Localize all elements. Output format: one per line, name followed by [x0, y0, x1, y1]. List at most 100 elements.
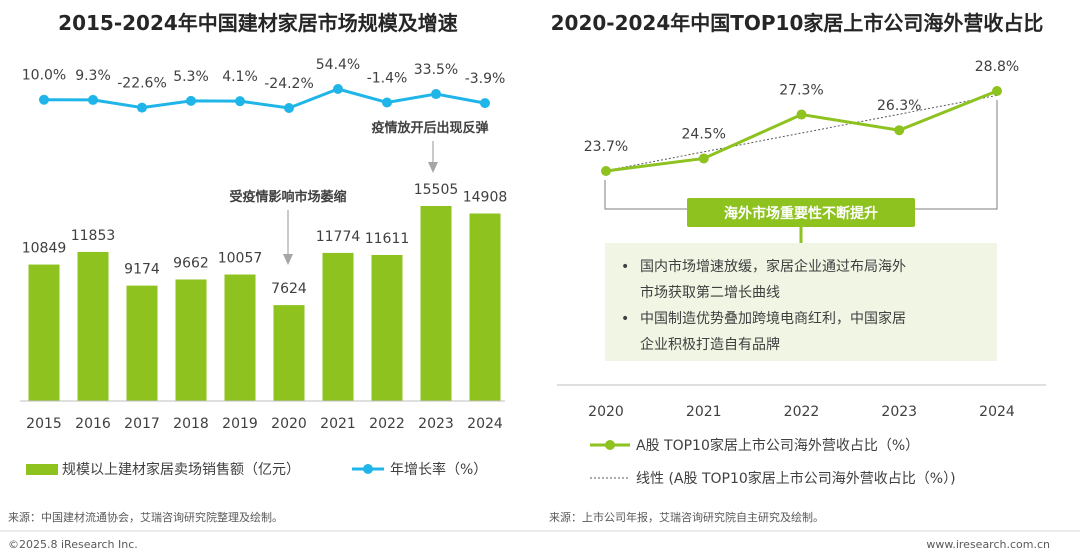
- bar-value-label-2022: 11611: [365, 231, 410, 247]
- bar-2023: [420, 206, 452, 401]
- share-label-2024: 28.8%: [975, 59, 1019, 75]
- left-legend: 规模以上建材家居卖场销售额（亿元） 年增长率（%）: [26, 461, 487, 478]
- bar-2020: [273, 305, 305, 401]
- bar-value-label-2016: 11853: [71, 228, 116, 244]
- bar-value-label-2017: 9174: [124, 262, 160, 278]
- right-x-tick-labels: 2020 2021 2022 2023 2024: [588, 404, 1015, 420]
- bar-2024: [469, 213, 501, 401]
- growth-label-2022: -1.4%: [367, 70, 408, 86]
- growth-point-2015: [39, 94, 49, 105]
- growth-point-2019: [235, 96, 245, 107]
- left-source: 来源：中国建材流通协会，艾瑞咨询研究院整理及绘制。: [8, 510, 283, 524]
- footer-copyright: ©2025.8 iResearch Inc.: [8, 538, 138, 551]
- callout-bullet-2: • 中国制造优势叠加跨境电商红利，中国家居 企业积极打造自有品牌: [621, 310, 906, 353]
- svg-text:•: •: [621, 259, 629, 275]
- legend-line-marker: [363, 464, 373, 474]
- growth-label-2016: 9.3%: [75, 68, 111, 84]
- growth-point-2016: [88, 94, 98, 105]
- growth-point-2017: [137, 102, 147, 113]
- x-tick-right-2022: 2022: [784, 404, 820, 420]
- growth-label-2020: -24.2%: [264, 76, 314, 92]
- growth-label-2024: -3.9%: [465, 71, 506, 87]
- growth-label-2019: 4.1%: [222, 69, 258, 85]
- share-point-2023: [894, 125, 905, 136]
- bar-value-label-2021: 11774: [316, 229, 361, 245]
- left-chart: 2015-2024年中国建材家居市场规模及增速 10.0% 9.3% -22.6% 5…: [8, 11, 507, 524]
- x-tick-2024: 2024: [467, 416, 503, 432]
- growth-line: [43, 87, 486, 110]
- bullet-1-line-2: 市场获取第二增长曲线: [640, 284, 780, 301]
- bar-value-label-2019: 10057: [218, 251, 263, 267]
- x-tick-right-2024: 2024: [979, 404, 1015, 420]
- growth-label-2015: 10.0%: [22, 68, 66, 84]
- bullet-2-line-2: 企业积极打造自有品牌: [640, 336, 780, 353]
- right-source: 来源：上市公司年报，艾瑞咨询研究院自主研究及绘制。: [549, 510, 824, 524]
- left-x-tick-labels: 2015 2016 2017 2018 2019 2020 2021 2022 2023 2024: [26, 416, 503, 432]
- annotation-market-shrink: 受疫情影响市场萎缩: [229, 189, 346, 205]
- bar-2018: [175, 279, 207, 401]
- growth-point-2021: [333, 84, 343, 94]
- left-chart-title: 2015-2024年中国建材家居市场规模及增速: [58, 11, 458, 35]
- bullet-2-line-1: 中国制造优势叠加跨境电商红利，中国家居: [640, 310, 906, 327]
- right-legend: A股 TOP10家居上市公司海外营收占比（%） 线性 (A股 TOP10家居上市…: [590, 437, 956, 487]
- legend-share-marker: [605, 440, 615, 450]
- growth-label-2021: 54.4%: [316, 57, 360, 73]
- x-tick-2019: 2019: [222, 416, 258, 432]
- growth-point-2018: [186, 95, 196, 106]
- callout-badge: [687, 198, 915, 227]
- share-point-2024: [992, 86, 1002, 96]
- footer-site: www.iresearch.com.cn: [926, 538, 1050, 551]
- growth-label-2017: -22.6%: [117, 76, 167, 92]
- x-tick-2022: 2022: [369, 416, 405, 432]
- share-point-2020: [601, 166, 611, 176]
- bar-2017: [126, 285, 158, 401]
- growth-point-2020: [284, 103, 294, 113]
- legend-trend-label: 线性 (A股 TOP10家居上市公司海外营收占比（%）): [636, 470, 956, 487]
- bar-value-label-2018: 9662: [173, 255, 209, 271]
- bullet-1-line-1: 国内市场增速放缓，家居企业通过布局海外: [640, 258, 906, 275]
- share-line-group: 23.7% 24.5% 27.3% 26.3% 28.8%: [584, 59, 1019, 176]
- share-label-2020: 23.7%: [584, 139, 628, 155]
- growth-label-2018: 5.3%: [173, 69, 209, 85]
- share-label-2022: 27.3%: [779, 83, 823, 99]
- annotation-arrow-down-1: [283, 210, 293, 265]
- growth-label-2023: 33.5%: [414, 62, 458, 78]
- share-label-2021: 24.5%: [682, 126, 726, 142]
- bar-value-label-2015: 10849: [22, 241, 67, 257]
- bar-value-label-2023: 15505: [414, 182, 459, 198]
- x-tick-2023: 2023: [418, 416, 454, 432]
- share-label-2023: 26.3%: [877, 98, 921, 114]
- bar-2021: [322, 252, 354, 401]
- callout-badge-text: 海外市场重要性不断提升: [724, 205, 878, 222]
- share-point-2021: [698, 153, 709, 164]
- trend-line: [605, 94, 998, 172]
- growth-point-2024: [480, 98, 490, 109]
- bar-2022: [371, 254, 403, 401]
- x-tick-2016: 2016: [75, 416, 111, 432]
- growth-point-2023: [431, 89, 441, 100]
- right-chart: 2020-2024年中国TOP10家居上市公司海外营收占比 23.7% 24.5%…: [549, 11, 1046, 524]
- x-tick-2017: 2017: [124, 416, 160, 432]
- share-point-2022: [796, 109, 807, 120]
- bar-2015: [28, 264, 60, 401]
- svg-text:•: •: [621, 311, 629, 327]
- right-chart-title: 2020-2024年中国TOP10家居上市公司海外营收占比: [551, 11, 1044, 35]
- annotation-rebound: 疫情放开后出现反弹: [371, 120, 488, 136]
- annotation-arrow-down-2: [428, 141, 438, 173]
- legend-bar-label: 规模以上建材家居卖场销售额（亿元）: [62, 461, 300, 478]
- bar-value-label-2020: 7624: [271, 281, 307, 297]
- growth-point-2022: [382, 97, 392, 108]
- x-tick-2020: 2020: [271, 416, 307, 432]
- bar-value-label-2024: 14908: [463, 190, 508, 206]
- growth-line-group: 10.0% 9.3% -22.6% 5.3% 4.1% -24.2%54.4% -1.4% 3…: [22, 57, 506, 113]
- legend-line-label: 年增长率（%）: [390, 461, 487, 478]
- bar-2019: [224, 274, 256, 401]
- x-tick-right-2023: 2023: [881, 404, 917, 420]
- x-tick-2021: 2021: [320, 416, 356, 432]
- callout-bullet-1: • 国内市场增速放缓，家居企业通过布局海外 市场获取第二增长曲线: [621, 258, 906, 301]
- x-tick-right-2021: 2021: [686, 404, 722, 420]
- share-line: [605, 89, 998, 173]
- x-tick-2015: 2015: [26, 416, 62, 432]
